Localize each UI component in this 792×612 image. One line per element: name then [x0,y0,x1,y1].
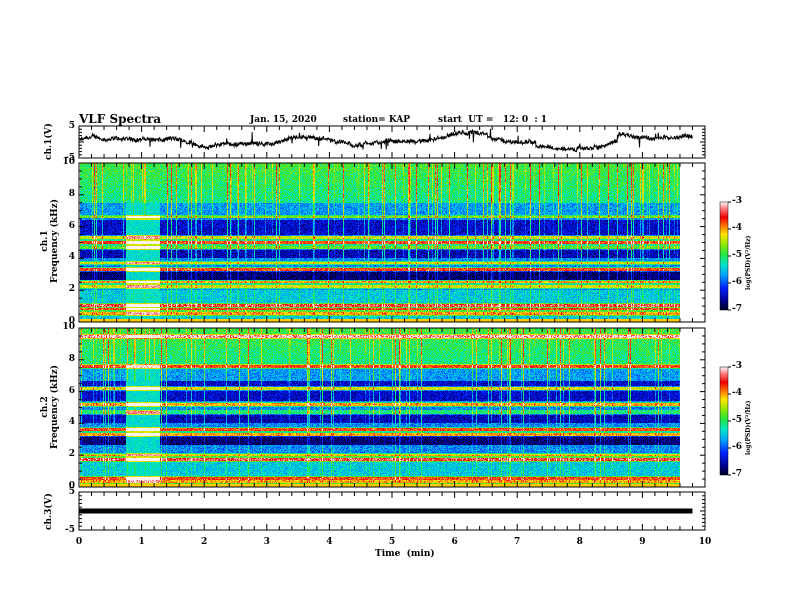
panel-frame-2 [78,327,706,488]
colorbar-tick-label: -6 [732,277,742,287]
panel-frame-1 [78,162,706,323]
ch3-ytick-label: 5 [68,487,75,497]
colorbar-tick-label: -4 [732,223,742,233]
spec1-ytick-label: 4 [68,252,75,263]
ch1-spectrogram-ylabel: ch.1 Frequency (kHz) [40,196,60,286]
spec2-ytick-label: 6 [68,385,75,396]
ch3-voltage-ylabel: ch.3(V) [44,493,54,530]
station-label: station= KAP [343,115,411,125]
date-label: Jan. 15, 2020 [250,115,317,125]
ch1-ylabel-line2: Frequency (kHz) [50,199,60,284]
colorbar-tick-label: -3 [732,196,742,206]
ch2-colorbar-label: log(PSD)(V²/Hz) [745,400,752,455]
x-tick-label: 9 [639,537,646,547]
spec2-ytick-label: 4 [68,417,75,428]
x-tick-label: 8 [576,537,583,547]
spec1-ytick-label: 8 [68,188,75,199]
x-axis-label: Time (min) [375,549,435,559]
ch1-ytick-label: -5 [65,153,75,163]
x-tick-label: 6 [451,537,458,547]
ch3-ytick-label: -5 [65,525,75,535]
ch2-ylabel-line1: ch.2 [40,396,50,418]
ch1-ytick-label: 5 [68,121,75,131]
ch1-colorbar-label: log(PSD)(V²/Hz) [745,235,752,290]
spec2-ytick-label: 10 [62,322,75,332]
spec2-ytick-label: 0 [68,481,75,491]
start-time-label: start UT = 12: 0 : 1 [438,115,548,125]
colorbar-frame [719,201,729,311]
spec2-ytick-label: 2 [68,449,75,460]
ch1-voltage-trace [78,128,693,153]
colorbar-tick-label: -7 [732,304,742,314]
x-tick-label: 0 [75,537,83,547]
x-tick-label: 4 [326,537,333,547]
ch2-spectrogram-image [80,328,692,487]
ch1-colorbar [720,202,728,310]
x-tick-label: 5 [388,537,396,547]
colorbar-tick-label: -5 [732,415,742,425]
x-tick-label: 3 [263,537,270,547]
ch2-ylabel-line2: Frequency (kHz) [50,365,60,450]
ch1-voltage-ylabel: ch.1(V) [44,123,54,160]
x-tick-label: 2 [201,537,208,547]
x-tick-label: 1 [138,537,145,547]
colorbar-frame [719,366,729,476]
spec1-ytick-label: 2 [68,284,75,295]
ch1-spectrogram-image [80,163,692,322]
figure-title: VLF Spectra [79,112,162,126]
x-tick-label: 7 [514,537,521,547]
ch2-colorbar [720,367,728,475]
x-tick-label: 10 [698,537,712,547]
spec1-ytick-label: 0 [68,316,75,326]
colorbar-tick-label: -7 [732,469,742,479]
spec2-ytick-label: 8 [68,353,75,364]
colorbar-tick-label: -6 [732,442,742,452]
spec1-ytick-label: 6 [68,220,75,231]
ch1-ylabel-line1: ch.1 [40,230,50,252]
spec1-ytick-label: 10 [62,157,75,167]
colorbar-tick-label: -3 [732,361,742,371]
colorbar-tick-label: -4 [732,388,742,398]
ch2-spectrogram-ylabel: ch.2 Frequency (kHz) [40,362,60,452]
colorbar-tick-label: -5 [732,250,742,260]
